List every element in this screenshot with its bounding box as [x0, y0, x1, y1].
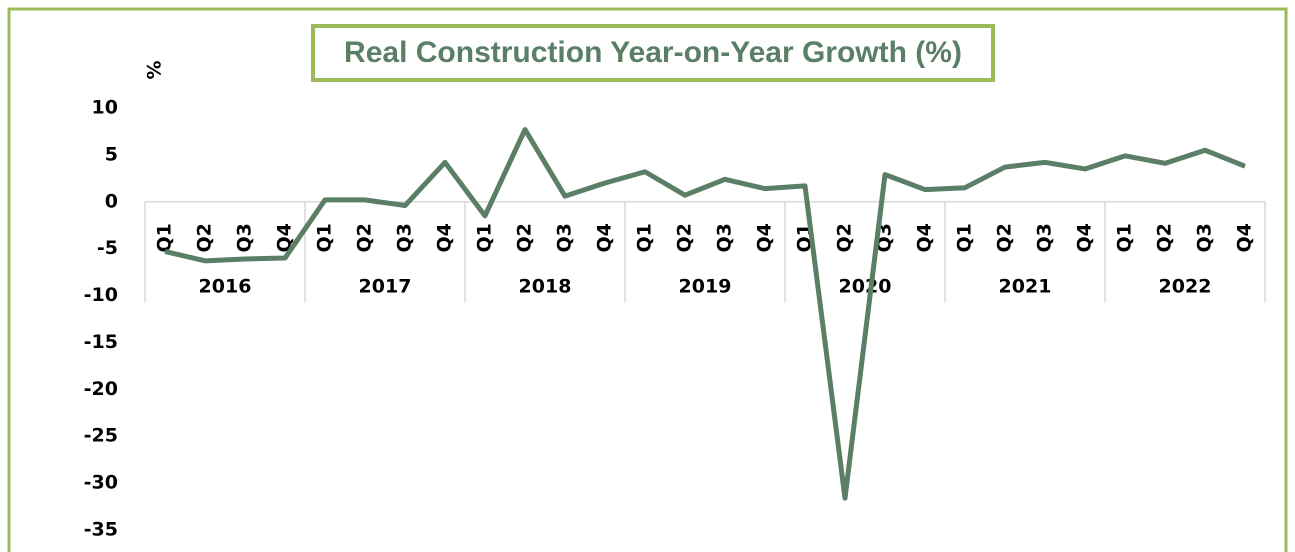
year-label: 2019	[679, 275, 732, 297]
x-tick-label: Q2	[994, 223, 1016, 252]
x-tick-label: Q2	[834, 223, 856, 252]
x-tick-label: Q1	[1114, 223, 1136, 252]
x-tick-label: Q3	[714, 223, 736, 252]
chart-title: Real Construction Year-on-Year Growth (%…	[344, 36, 962, 69]
x-tick-label: Q4	[594, 223, 616, 252]
y-tick-label: -5	[97, 237, 118, 259]
y-tick-label: -15	[84, 331, 118, 353]
x-tick-label: Q1	[314, 223, 336, 252]
x-tick-label: Q4	[1074, 223, 1096, 252]
x-tick-label: Q1	[954, 223, 976, 252]
y-tick-label: 5	[105, 143, 118, 165]
x-tick-label: Q2	[354, 223, 376, 252]
x-tick-label: Q3	[1194, 223, 1216, 252]
year-label: 2021	[999, 275, 1052, 297]
y-tick-label: -35	[84, 519, 118, 541]
y-axis-label: %	[144, 60, 166, 79]
title-box	[311, 24, 995, 82]
y-tick-label: 10	[92, 97, 118, 119]
y-tick-label: -25	[84, 425, 118, 447]
x-tick-label: Q4	[274, 223, 296, 252]
y-tick-label: 0	[105, 190, 118, 212]
year-label: 2016	[199, 275, 252, 297]
chart-frame	[7, 7, 1288, 552]
x-tick-label: Q2	[194, 223, 216, 252]
x-tick-label: Q1	[154, 223, 176, 252]
x-tick-label: Q3	[554, 223, 576, 252]
x-tick-label: Q1	[474, 223, 496, 252]
x-tick-label: Q1	[634, 223, 656, 252]
x-tick-label: Q2	[1154, 223, 1176, 252]
x-tick-label: Q4	[1234, 223, 1256, 252]
x-tick-label: Q3	[234, 223, 256, 252]
year-label: 2020	[839, 275, 892, 297]
year-label: 2017	[359, 275, 412, 297]
data-line	[164, 127, 1246, 501]
x-tick-label: Q3	[1034, 223, 1056, 252]
x-tick-label: Q4	[434, 223, 456, 252]
x-tick-label: Q4	[754, 223, 776, 252]
year-label: 2018	[519, 275, 572, 297]
x-tick-label: Q2	[674, 223, 696, 252]
x-tick-label: Q4	[914, 223, 936, 252]
y-tick-label: -10	[84, 284, 118, 306]
y-tick-label: -30	[84, 472, 118, 494]
y-tick-label: -20	[84, 378, 118, 400]
year-label: 2022	[1159, 275, 1212, 297]
x-tick-label: Q3	[394, 223, 416, 252]
x-tick-label: Q2	[514, 223, 536, 252]
